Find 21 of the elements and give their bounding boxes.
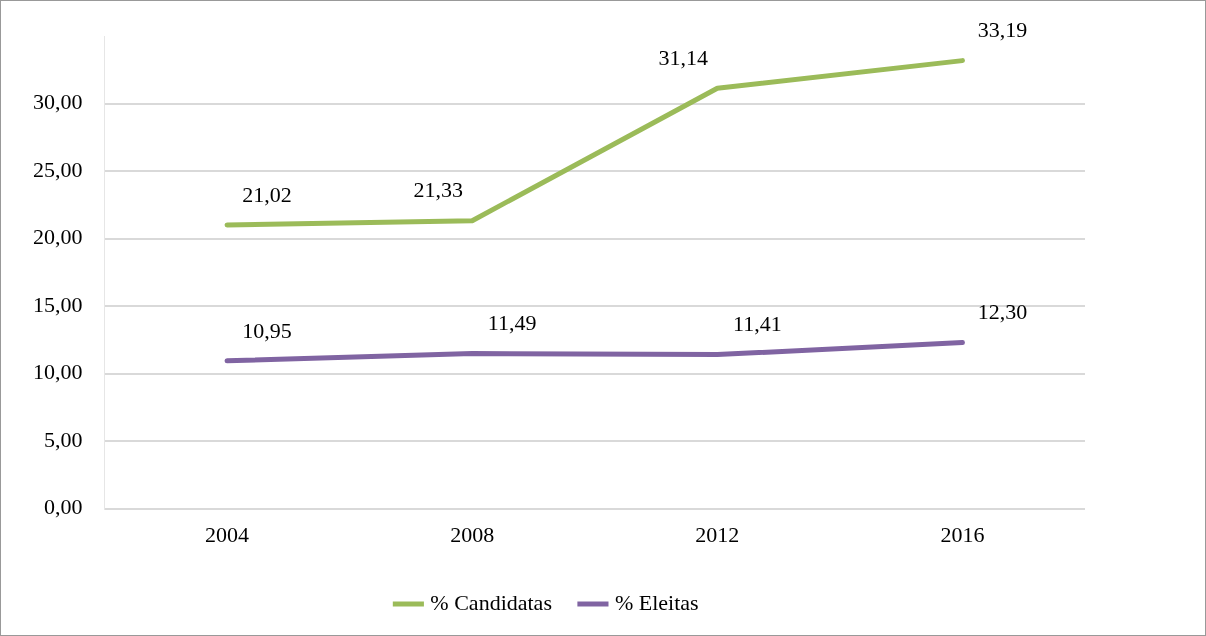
- y-tick-label: 20,00: [33, 224, 83, 250]
- data-label: 11,41: [732, 311, 782, 337]
- y-tick-label: 25,00: [33, 156, 83, 182]
- data-label: 12,30: [977, 299, 1028, 325]
- x-tick-label: 2016: [940, 521, 985, 547]
- data-label: 31,14: [658, 45, 709, 71]
- data-label: 21,02: [242, 181, 292, 207]
- y-tick-label: 0,00: [44, 494, 83, 520]
- data-label: 11,49: [487, 310, 537, 336]
- x-tick-label: 2004: [205, 521, 250, 547]
- y-tick-label: 10,00: [33, 359, 83, 385]
- legend-label: % Candidatas: [430, 589, 552, 615]
- data-label: 33,19: [977, 17, 1028, 43]
- data-label: 10,95: [242, 317, 292, 343]
- legend-label: % Eleitas: [614, 589, 699, 615]
- y-tick-label: 15,00: [33, 291, 83, 317]
- x-tick-label: 2008: [450, 521, 495, 547]
- y-tick-label: 5,00: [44, 426, 83, 452]
- x-tick-label: 2012: [695, 521, 740, 547]
- y-tick-label: 30,00: [33, 89, 83, 115]
- data-label: 21,33: [413, 177, 463, 203]
